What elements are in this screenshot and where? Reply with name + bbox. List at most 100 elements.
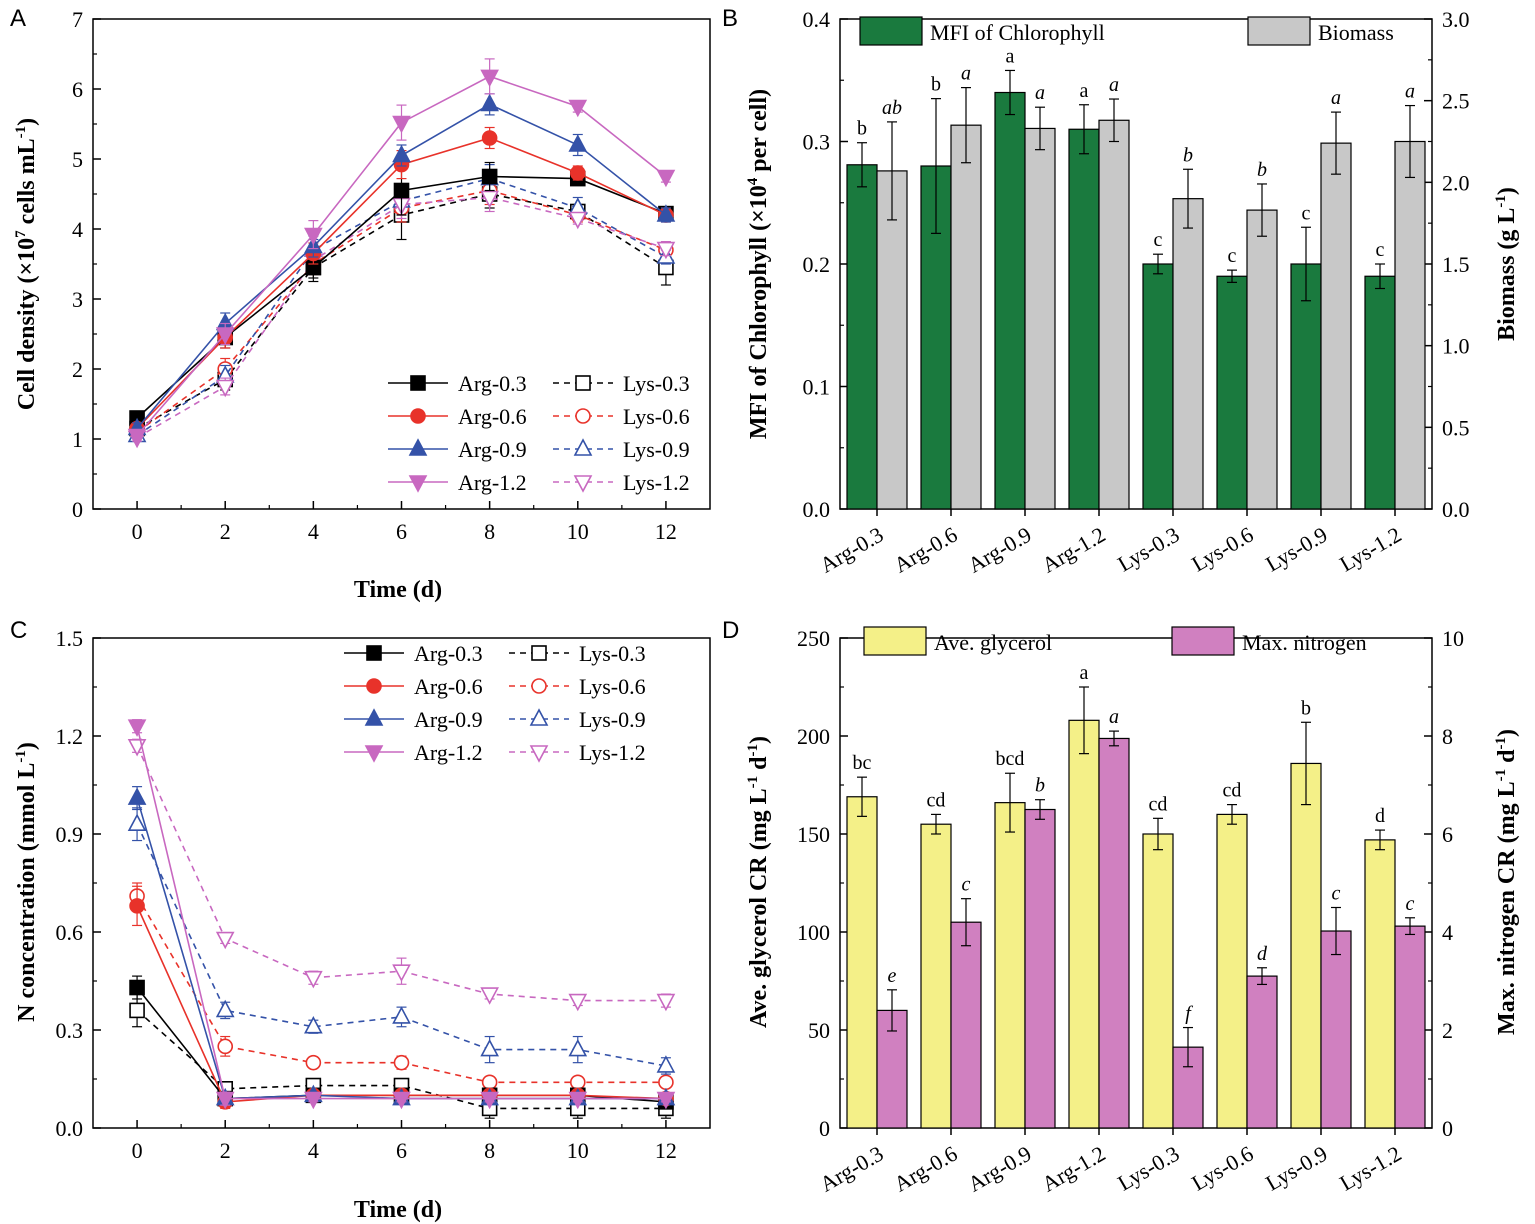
panel-c-series-arg-0-9-line [136,797,666,1100]
panel-c-series-arg-1-2-point [656,1091,676,1110]
panel-c-x-tick-label: 10 [567,1138,589,1163]
panel-a-legend-marker [575,408,591,424]
panel-d-series-ave-glycerol-significance-label: cd [927,789,946,811]
panel-d-left-tick-label: 150 [797,822,830,847]
panel-a-series-arg-0-9-point [480,93,499,112]
panel-d-series-max-nitrogen-bar [1098,737,1130,1129]
panel-d-series-ave-glycerol-bar [1068,719,1100,1129]
panel-d-series-ave-glycerol-bar [1142,833,1174,1129]
panel-d-legend-label: Max. nitrogen [1242,630,1367,655]
panel-a-y-tick-label: 0 [72,497,83,522]
panel-a-legend-label: Arg-0.3 [458,371,527,396]
panel-d-series-ave-glycerol-bar [1290,762,1322,1129]
panel-c-series-lys-0-9 [127,807,676,1075]
panel-d-right-tick-label: 8 [1442,724,1453,749]
panel-b-series-mfi-of-chlorophyll-bar [1364,275,1396,510]
panel-a-series-lys-1-2-point [215,379,235,398]
panel-d-left-tick-label: 100 [797,920,830,945]
panel-c-legend-label: Arg-0.6 [414,674,483,699]
panel-b-series-biomass-significance-label: b [1183,144,1193,166]
panel-b-series-biomass-bar [1024,127,1056,510]
panel-d-series-max-nitrogen-significance-label: b [1035,775,1045,797]
panel-c-line-chart: Time (d) N concentration (mmol L-1) 0 2 4 6… [13,626,711,1223]
panel-d-right-tick-label: 0 [1442,1116,1453,1141]
panel-a-legend-label: Lys-0.9 [623,437,690,462]
panel-d-series-ave-glycerol-significance-label: a [1080,662,1089,684]
panel-c-legend-item-arg-0-6: Arg-0.6 [344,674,483,699]
panel-c-series-lys-0-6 [129,882,674,1091]
panel-a-y-tick-label: 1 [72,427,83,452]
panel-a-legend-label: Lys-0.6 [623,404,690,429]
panel-c-legend-marker [531,678,547,694]
panel-a-series-arg-0-6-point [569,165,586,181]
panel-c-legend-item-lys-0-6: Lys-0.6 [509,674,646,699]
panel-a-series-lys-1-2-point [568,211,588,230]
panel-b-category-label: Lys-0.9 [1261,522,1331,577]
panel-a-legend-item-arg-0-3: Arg-0.3 [388,371,527,396]
panel-a-y-tick-label: 4 [72,217,83,242]
panel-a-y-tick-label: 5 [72,147,83,172]
panel-b-series-biomass-significance-label: a [1035,82,1045,104]
panel-c-series-lys-1-2-point [304,970,323,989]
panel-b-series-biomass-significance-label: a [1109,74,1119,96]
panel-b-right-y-axis-title: Biomass (g L-1) [1493,187,1520,341]
panel-b-series-mfi-of-chlorophyll-significance-label: a [1006,45,1015,67]
panel-a-x-tick-label: 2 [220,519,231,544]
panel-c-legend-label: Lys-1.2 [579,740,646,765]
panel-d-series-ave-glycerol-significance-label: cd [1223,780,1242,802]
panel-c-series-lys-0-6-point [305,1054,322,1071]
panel-a-y-axis-title: Cell density (×107 cells mL-1) [13,118,40,410]
panel-c-series-lys-0-6-point [217,1038,234,1055]
panel-a-y-tick-label: 6 [72,77,83,102]
panel-a-series-lys-1-2-point [480,190,499,209]
panel-a-series-arg-1-2-point [215,327,235,345]
panel-a-y-tick-label: 7 [72,7,83,32]
panel-b-left-tick-label: 0.4 [803,7,831,32]
panel-d-right-tick-label: 6 [1442,822,1453,847]
panel-d-series-ave-glycerol-bar [994,802,1026,1129]
panel-d-series-max-nitrogen-significance-label: d [1257,943,1268,965]
panel-a-y-tick-label: 3 [72,287,83,312]
panel-a-x-tick-label: 10 [567,519,589,544]
panel-d-legend-swatch [1171,626,1235,656]
panel-d-series-ave-glycerol-significance-label: d [1375,805,1385,827]
panel-c-legend-marker [529,745,549,763]
panel-c-series-lys-0-9-point [215,999,235,1018]
panel-d-category-label: Arg-1.2 [1038,1141,1110,1197]
panel-b-legend-swatch [859,16,923,46]
panel-c-legend-marker [364,708,384,726]
panel-d-series-max-nitrogen-bar [950,921,982,1129]
panel-d-series-max-nitrogen-bar [1320,930,1352,1129]
panel-d-series-max-nitrogen-bar [876,1009,908,1129]
panel-a-series-arg-1-2-point [127,428,147,447]
panel-c-legend-marker [366,678,382,694]
panel-a-legend-label: Arg-1.2 [458,470,527,495]
panel-a-legend-marker [410,408,426,424]
panel-c-series-lys-1-2-point [480,987,499,1005]
panel-a-series-arg-1-2-point [656,169,676,188]
panel-d-series-ave-glycerol-significance-label: bcd [996,748,1025,770]
panel-b-series-mfi-of-chlorophyll-bar [846,164,878,510]
panel-d-series-max-nitrogen-bar [1394,925,1426,1129]
panel-b-left-tick-label: 0.3 [803,130,831,155]
panel-d-category-label: Lys-0.3 [1113,1141,1183,1196]
panel-c-legend-marker [366,645,382,661]
panel-c-series-lys-1-2-point [568,993,588,1012]
panel-b-legend-swatch [1247,16,1311,46]
panel-b-series-mfi-of-chlorophyll-bar [994,91,1026,510]
panel-c-series-arg-1-2-point [127,719,147,737]
panel-b-right-tick-label: 0.5 [1442,415,1470,440]
panel-d-right-tick-label: 10 [1442,626,1464,651]
panel-c-x-tick-label: 2 [220,1138,231,1163]
panel-d-series-ave-glycerol-significance-label: bc [853,752,872,774]
panel-c-series-arg-1-2-line [136,726,666,1100]
panel-c-x-axis-title: Time (d) [354,1197,442,1223]
panel-c-x-tick-label: 4 [308,1138,319,1163]
panel-c-x-tick-label: 6 [396,1138,407,1163]
panel-a-legend-marker [408,438,428,456]
panel-c-series-arg-1-2-point [304,1091,323,1110]
panel-c-series-lys-1-2-point [392,964,411,982]
panel-c-x-tick-label: 12 [655,1138,677,1163]
panel-c-series-arg-0-6-point [129,898,145,914]
